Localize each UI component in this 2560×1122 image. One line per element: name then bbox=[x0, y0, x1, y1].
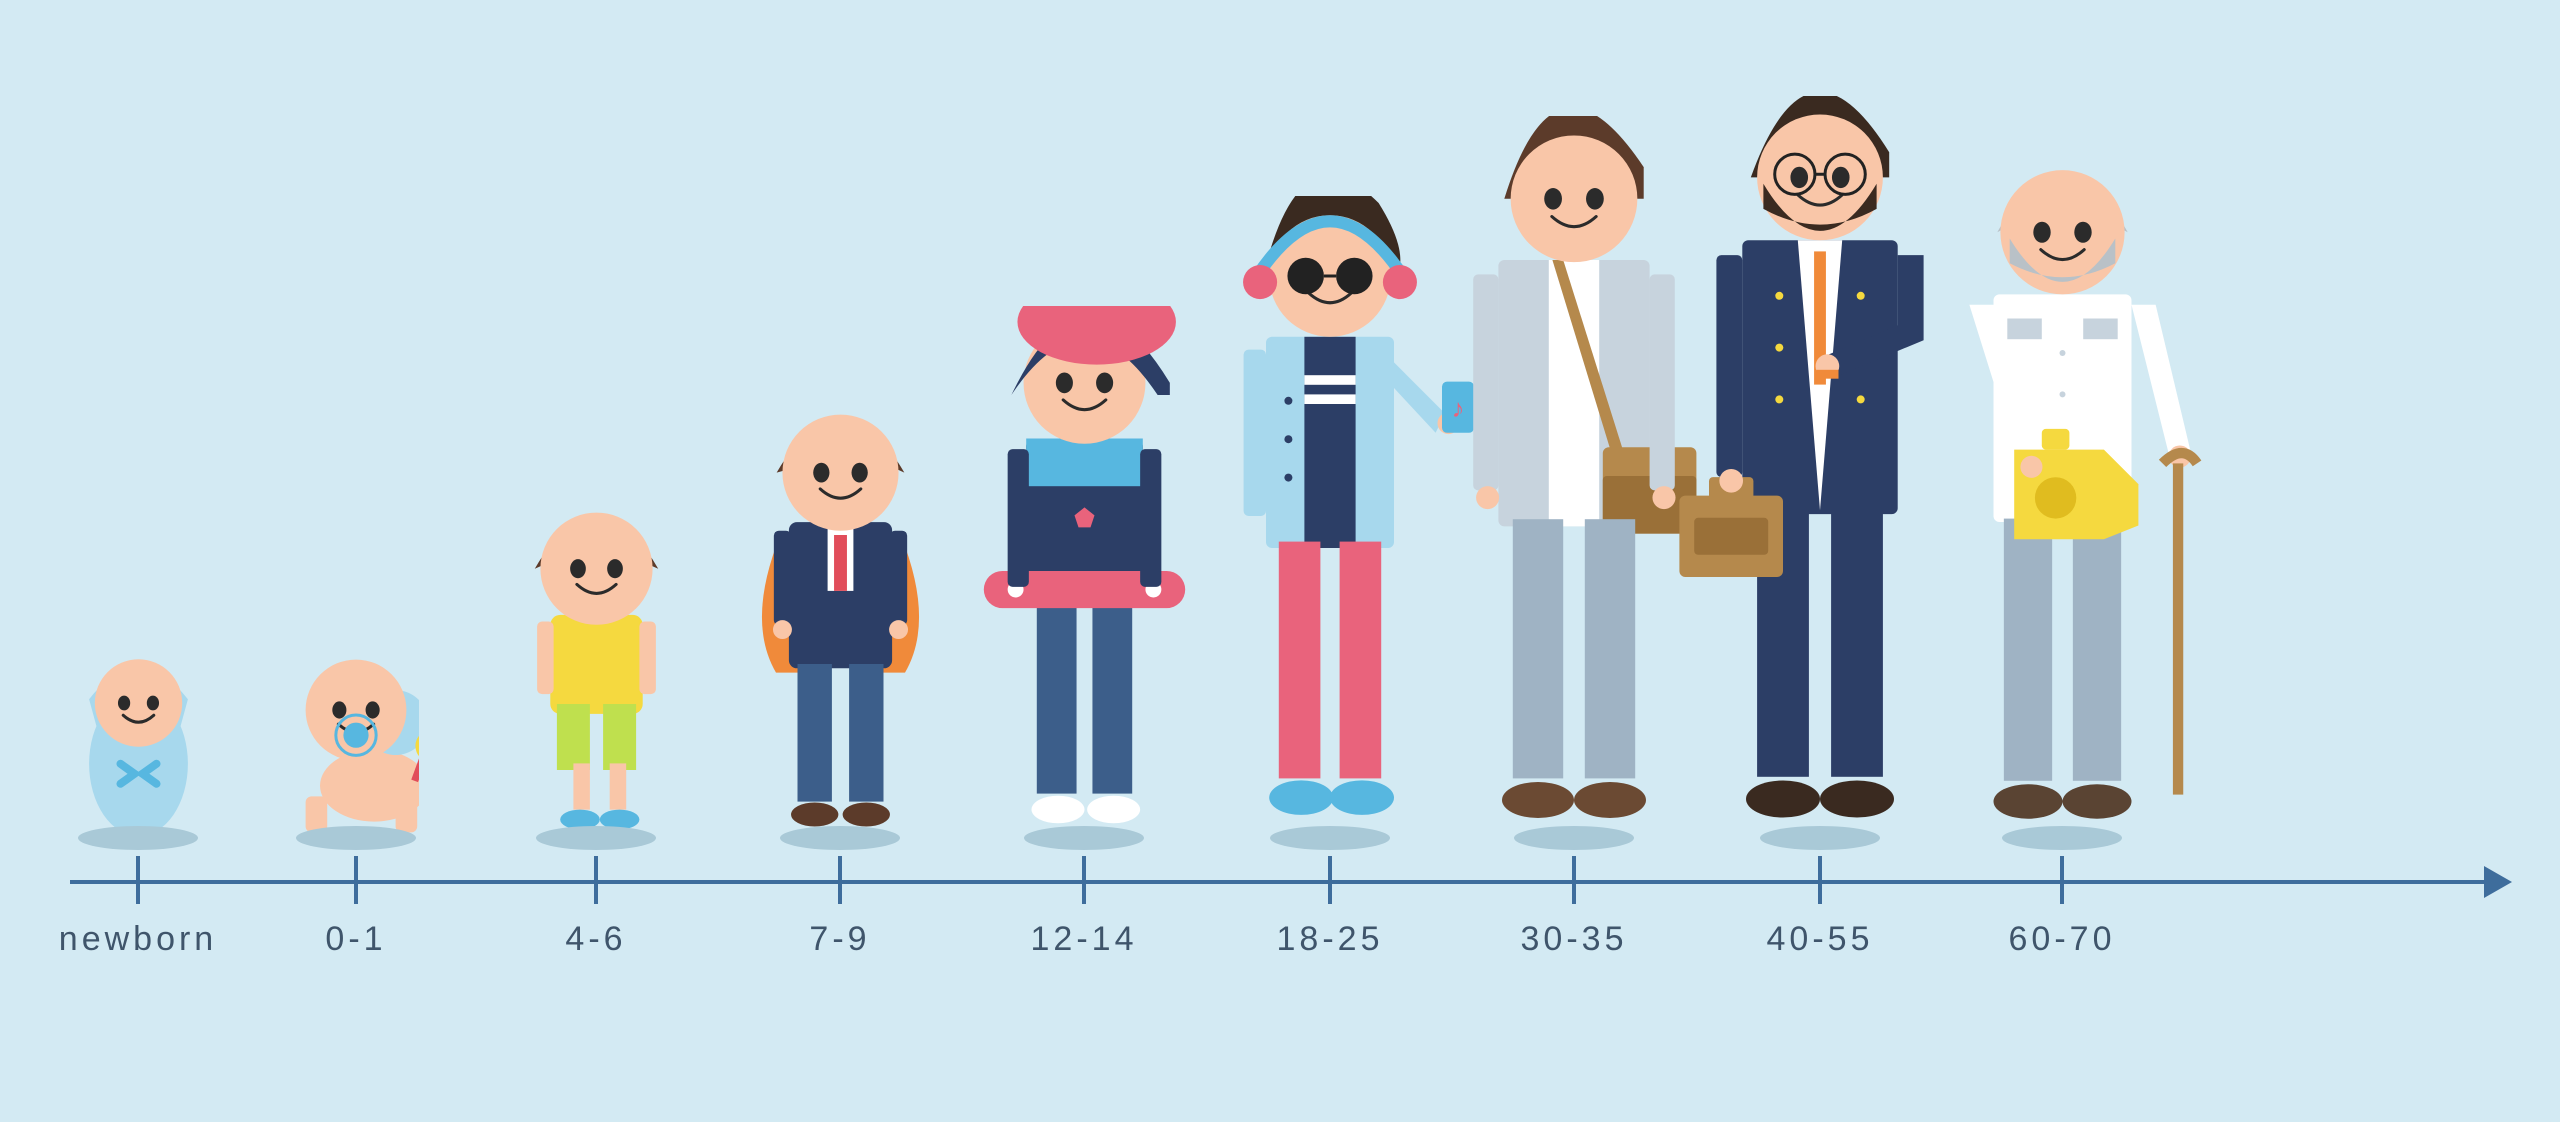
axis-label: 30-35 bbox=[1521, 920, 1628, 959]
axis-label: 12-14 bbox=[1031, 920, 1138, 959]
timeline-axis: newborn0-14-67-912-1418-2530-3540-5560-7… bbox=[70, 880, 2490, 884]
axis-tick bbox=[1082, 856, 1086, 904]
axis-label: newborn bbox=[59, 920, 217, 959]
ground-shadow bbox=[780, 826, 900, 850]
stage-row: ♪ bbox=[0, 0, 2560, 860]
axis-arrow-icon bbox=[2484, 866, 2512, 898]
axis-tick bbox=[594, 856, 598, 904]
stage-toddler bbox=[486, 506, 706, 850]
axis-label: 18-25 bbox=[1277, 920, 1384, 959]
axis-label: 60-70 bbox=[2009, 920, 2116, 959]
axis-label: 4-6 bbox=[565, 920, 626, 959]
toddler-icon bbox=[481, 506, 712, 836]
axis-tick bbox=[838, 856, 842, 904]
stage-elderly-cane bbox=[1952, 146, 2172, 850]
axis-label: 0-1 bbox=[325, 920, 386, 959]
axis-label: 7-9 bbox=[809, 920, 870, 959]
stage-baby-crawling bbox=[246, 656, 466, 850]
ground-shadow bbox=[296, 826, 416, 850]
axis-tick bbox=[1328, 856, 1332, 904]
axis-tick bbox=[1818, 856, 1822, 904]
axis-tick bbox=[354, 856, 358, 904]
ground-shadow bbox=[78, 826, 198, 850]
axis-tick bbox=[2060, 856, 2064, 904]
baby-crawling-icon bbox=[293, 656, 419, 836]
elderly-cane-icon bbox=[1821, 146, 2304, 836]
newborn-icon bbox=[72, 646, 205, 836]
axis-tick bbox=[136, 856, 140, 904]
ground-shadow bbox=[2002, 826, 2122, 850]
stage-newborn bbox=[28, 646, 248, 850]
ground-shadow bbox=[536, 826, 656, 850]
axis-label: 40-55 bbox=[1767, 920, 1874, 959]
axis-tick bbox=[1572, 856, 1576, 904]
